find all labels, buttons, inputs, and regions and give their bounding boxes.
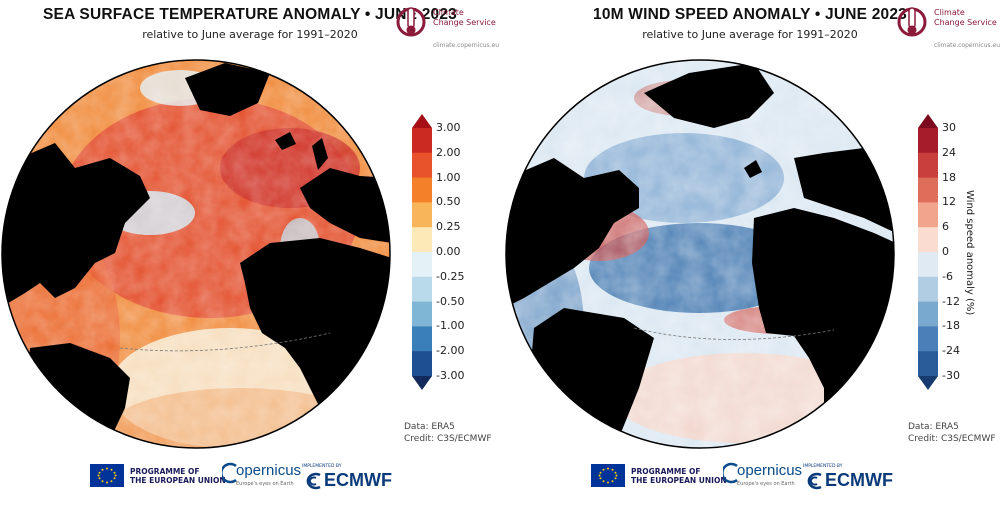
colorbar-tick-label: -3.00 — [436, 369, 465, 382]
colorbar-segment — [918, 202, 938, 228]
eu-flag-icon — [591, 464, 625, 487]
copernicus-tagline: Europe's eyes on Earth — [737, 481, 795, 487]
ecmwf-swirl-icon — [306, 472, 321, 490]
colorbar-tick-label: 2.00 — [436, 145, 461, 159]
colorbar-tick-label: 24 — [942, 145, 956, 159]
colorbar-segment — [412, 351, 432, 377]
copernicus-c-icon — [723, 462, 738, 484]
colorbar-tick-label: 30 — [942, 121, 956, 134]
wind-globe-map — [505, 59, 895, 449]
colorbar-segment — [412, 128, 432, 154]
colorbar-segment — [412, 326, 432, 352]
thermometer-globe-icon — [897, 7, 927, 37]
sst-globe-map — [1, 59, 391, 449]
colorbar-segment — [918, 301, 938, 327]
colorbar-segment — [918, 227, 938, 253]
c3s-url: climate.copernicus.eu — [433, 42, 500, 49]
colorbar-tick-label: -0.25 — [436, 269, 465, 283]
c3s-logo: Climate Change Service climate.copernicu… — [896, 4, 1000, 56]
colorbar-segment — [918, 351, 938, 377]
sst-panel: SEA SURFACE TEMPERATURE ANOMALY • JUNE 2… — [1, 4, 500, 494]
globe-outline — [505, 59, 895, 449]
colorbar-segment — [918, 152, 938, 179]
ecmwf-prefix: IMPLEMENTED BY — [803, 464, 843, 469]
colorbar-tick-label: -24 — [942, 344, 960, 358]
greenland — [644, 63, 774, 128]
colorbar-segment — [918, 128, 938, 154]
colorbar-segment — [412, 227, 432, 253]
eu-programme-label: PROGRAMME OF THE EUROPEAN UNION — [631, 467, 727, 485]
c3s-name: Climate Change Service — [433, 8, 496, 27]
colorbar-segment — [918, 177, 938, 203]
colorbar-tick-label: -30 — [942, 369, 960, 382]
copernicus-c-icon — [222, 462, 237, 484]
colorbar-tick-label: 18 — [942, 170, 956, 184]
footer-logos: PROGRAMME OF THE EUROPEAN UNION opernicu… — [90, 460, 410, 494]
colorbar-segment — [412, 252, 432, 278]
colorbar-segment — [412, 202, 432, 228]
colorbar-tick-label: -2.00 — [436, 344, 465, 358]
colorbar-segment — [412, 152, 432, 179]
colorbar-extend-max — [918, 114, 938, 128]
sst-colorbar — [412, 114, 432, 390]
c3s-name: Climate Change Service — [934, 8, 997, 27]
map-subtitle: relative to June average for 1991–2020 — [142, 28, 358, 41]
map-title: SEA SURFACE TEMPERATURE ANOMALY • JUNE 2… — [43, 6, 457, 23]
colorbar-segment — [412, 276, 432, 303]
copernicus-tagline: Europe's eyes on Earth — [236, 481, 294, 487]
equator-line — [119, 332, 331, 352]
copernicus-logo: opernicus — [737, 462, 803, 479]
map-subtitle: relative to June average for 1991–2020 — [642, 28, 858, 41]
data-credit: Data: ERA5 Credit: C3S/ECMWF — [404, 422, 492, 444]
equator-line — [633, 327, 835, 340]
british-isles — [744, 160, 762, 178]
colorbar-tick-label: 0.00 — [436, 245, 461, 258]
c3s-url: climate.copernicus.eu — [934, 42, 1000, 49]
colorbar-axis-label: Wind speed anomaly (%) — [964, 190, 975, 316]
europe — [300, 168, 390, 243]
colorbar-segment — [412, 301, 432, 327]
colorbar-segment — [918, 326, 938, 352]
wind-colorbar — [918, 114, 938, 390]
globe-outline — [1, 59, 391, 449]
map-title: 10M WIND SPEED ANOMALY • JUNE 2023 — [593, 6, 907, 23]
british-isles — [312, 138, 328, 170]
colorbar-tick-label: 12 — [942, 195, 956, 209]
data-credit: Data: ERA5 Credit: C3S/ECMWF — [908, 422, 996, 444]
colorbar-tick-label: 0 — [942, 245, 949, 258]
greenland — [185, 63, 270, 116]
iceland — [275, 132, 296, 150]
colorbar-segment — [918, 276, 938, 303]
colorbar-tick-label: 0.50 — [436, 195, 461, 209]
north-america — [506, 158, 639, 308]
colorbar-tick-label: -6 — [942, 269, 953, 283]
thermometer-globe-icon — [396, 7, 426, 37]
copernicus-logo: opernicus — [236, 462, 302, 479]
colorbar-tick-label: -1.00 — [436, 319, 465, 333]
colorbar-tick-label: -0.50 — [436, 294, 465, 308]
eu-flag-icon — [90, 464, 124, 487]
footer-logos: PROGRAMME OF THE EUROPEAN UNION opernicu… — [591, 460, 911, 494]
colorbar-tick-label: -12 — [942, 294, 960, 308]
colorbar-tick-label: 6 — [942, 220, 949, 234]
ecmwf-prefix: IMPLEMENTED BY — [302, 464, 342, 469]
colorbar-tick-label: 0.25 — [436, 220, 461, 234]
colorbar-tick-label: 3.00 — [436, 121, 461, 134]
colorbar-extend-min — [918, 376, 938, 390]
colorbar-segment — [412, 177, 432, 203]
c3s-logo: Climate Change Service climate.copernicu… — [395, 4, 500, 56]
eu-programme-label: PROGRAMME OF THE EUROPEAN UNION — [130, 467, 226, 485]
colorbar-tick-label: -18 — [942, 319, 960, 333]
colorbar-tick-label: 1.00 — [436, 170, 461, 184]
colorbar-extend-min — [412, 376, 432, 390]
north-america — [2, 143, 150, 308]
ecmwf-logo: ECMWF — [324, 470, 392, 490]
colorbar-extend-max — [412, 114, 432, 128]
ecmwf-swirl-icon — [807, 472, 822, 490]
colorbar-segment — [918, 252, 938, 278]
ecmwf-logo: ECMWF — [825, 470, 893, 490]
wind-panel: 10M WIND SPEED ANOMALY • JUNE 2023 relat… — [500, 0, 1000, 508]
europe — [794, 148, 894, 233]
